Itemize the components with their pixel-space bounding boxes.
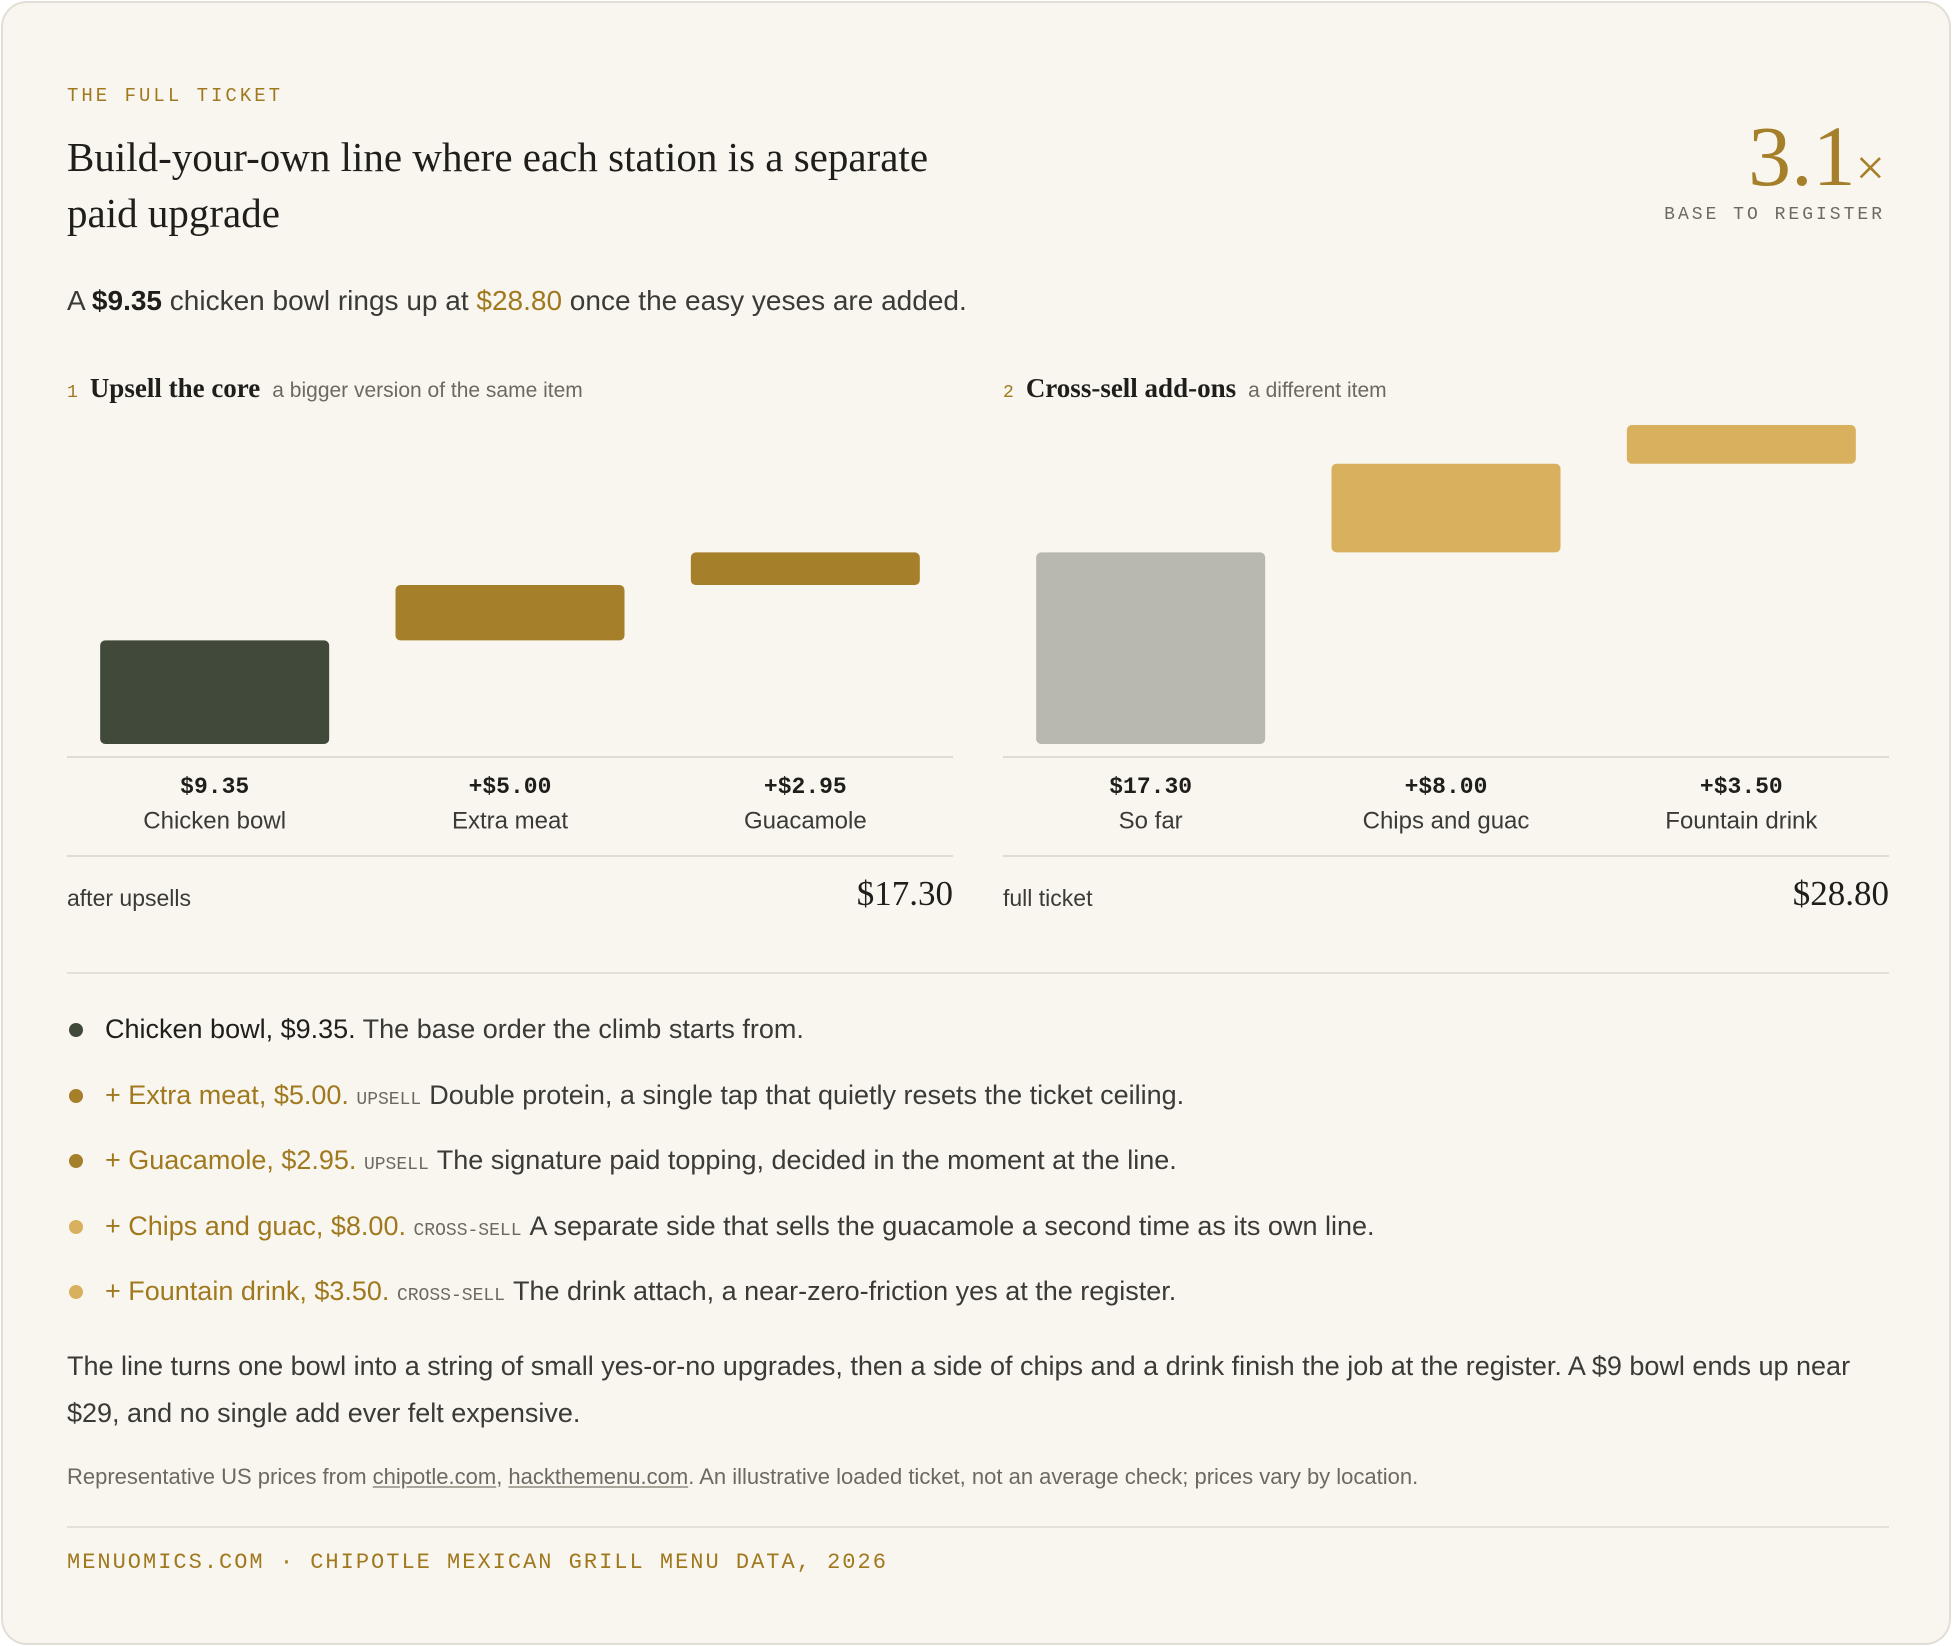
value-label: $17.30 <box>1109 774 1192 800</box>
list-item: + Fountain drink, $3.50. CROSS-SELL The d… <box>67 1270 1897 1336</box>
list-item: + Extra meat, $5.00. UPSELL Double protei… <box>67 1074 1897 1140</box>
bullet-dot <box>69 1154 83 1168</box>
value-label: $9.35 <box>180 774 249 800</box>
stat-number: 3.1 <box>1748 108 1856 204</box>
lede-text: $9.35 <box>91 285 162 316</box>
chart-subtitle: a bigger version of the same item <box>272 379 583 402</box>
chart: $17.30 So far +$8.00 Chips and guac +$3.50 Fo… <box>1003 425 1889 913</box>
value-label: +$8.00 <box>1405 774 1488 800</box>
bar <box>1036 552 1266 744</box>
summary: The line turns one bowl into a string of… <box>67 1351 1851 1428</box>
bar <box>690 552 920 586</box>
bar <box>1626 425 1856 464</box>
category-label: Chicken bowl <box>143 807 286 834</box>
value-label: +$3.50 <box>1700 774 1783 800</box>
item-text: The base order the climb starts from. <box>362 1014 804 1044</box>
chart-header: 2 Cross-sell add-ons a different item <box>1003 373 1387 404</box>
chart-number: 2 <box>1003 383 1014 403</box>
source-text: Representative US prices from <box>67 1464 373 1489</box>
item-tag: CROSS-SELL <box>396 1286 505 1306</box>
divider <box>67 1526 1889 1528</box>
list-item: Chicken bowl, $9.35. The base order the … <box>67 1008 1897 1074</box>
category-label: So far <box>1119 807 1183 834</box>
item-tag: CROSS-SELL <box>413 1220 522 1241</box>
lede: A $9.35 chicken bowl rings up at $28.80 … <box>67 285 967 317</box>
total-label: after upsells <box>67 885 191 911</box>
bullet-dot <box>69 1219 83 1234</box>
item-tag: UPSELL <box>363 1155 429 1175</box>
eyebrow: THE FULL TICKET <box>67 85 284 107</box>
footer: MENUOMICS.COM · CHIPOTLE MEXICAN GRILL M… <box>67 1550 888 1575</box>
source-link: chipotle.com <box>372 1464 497 1489</box>
bar <box>1331 463 1561 553</box>
divider <box>67 972 1889 974</box>
bullet-dot <box>69 1023 83 1037</box>
chart-header: 1 Upsell the core a bigger version of the … <box>67 373 583 404</box>
source-note: Representative US prices from chipotle.c… <box>67 1464 1418 1490</box>
item-text: Double protein, a single tap that quietl… <box>429 1079 1185 1110</box>
chart-title: Upsell the core <box>89 373 261 403</box>
item-lead: + Extra meat, $5.00. <box>105 1079 349 1110</box>
item-tag: UPSELL <box>356 1089 422 1110</box>
lede-text: chicken bowl rings up at <box>162 285 477 316</box>
bullet-dot <box>69 1088 83 1103</box>
item-lead: + Guacamole, $2.95. <box>105 1145 357 1175</box>
item-list: Chicken bowl, $9.35. The base order the … <box>67 1008 1897 1336</box>
chart-number: 1 <box>67 383 78 403</box>
stat-label: BASE TO REGISTER <box>1664 205 1885 225</box>
value-label: +$2.95 <box>764 774 847 800</box>
lede-text: once the easy yeses are added. <box>562 285 967 316</box>
list-item: + Guacamole, $2.95. UPSELL The signature … <box>67 1139 1897 1205</box>
item-text: The drink attach, a near-zero-friction y… <box>512 1276 1177 1306</box>
value-label: +$5.00 <box>469 774 552 800</box>
item-text: The signature paid topping, decided in t… <box>436 1145 1177 1175</box>
lede-text: A <box>67 285 92 316</box>
item-lead: Chicken bowl, $9.35. <box>105 1014 356 1044</box>
total-value: $17.30 <box>857 874 953 913</box>
title: Build-your-own line where each station i… <box>67 134 929 236</box>
total-value: $28.80 <box>1793 874 1889 913</box>
source-text: , <box>496 1464 509 1489</box>
category-label: Chips and guac <box>1363 807 1530 834</box>
list-item: + Chips and guac, $8.00. CROSS-SELL A sep… <box>67 1205 1897 1271</box>
item-lead: + Fountain drink, $3.50. <box>105 1276 390 1306</box>
chart-title: Cross-sell add-ons <box>1025 373 1237 403</box>
item-lead: + Chips and guac, $8.00. <box>105 1210 406 1241</box>
item-text: A separate side that sells the guacamole… <box>529 1210 1375 1241</box>
chart-subtitle: a different item <box>1248 379 1387 402</box>
category-label: Guacamole <box>744 807 867 834</box>
total-label: full ticket <box>1003 885 1093 911</box>
chart: $9.35 Chicken bowl +$5.00 Extra meat +$2.95 G… <box>67 552 953 913</box>
lede-text: $28.80 <box>476 285 563 316</box>
bullet-dot <box>69 1285 83 1299</box>
source-link: hackthemenu.com <box>508 1464 689 1489</box>
bar <box>100 640 330 744</box>
category-label: Fountain drink <box>1665 807 1818 834</box>
bar <box>395 585 625 641</box>
source-text: . An illustrative loaded ticket, not an … <box>688 1464 1419 1489</box>
stat-unit: × <box>1855 140 1885 197</box>
stat: 3.1× BASE TO REGISTER <box>1664 111 1885 225</box>
category-label: Extra meat <box>452 807 568 834</box>
